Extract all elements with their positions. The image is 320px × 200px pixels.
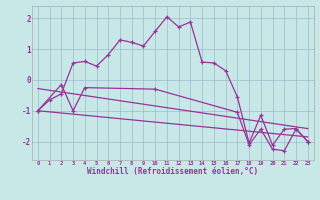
X-axis label: Windchill (Refroidissement éolien,°C): Windchill (Refroidissement éolien,°C) bbox=[87, 167, 258, 176]
